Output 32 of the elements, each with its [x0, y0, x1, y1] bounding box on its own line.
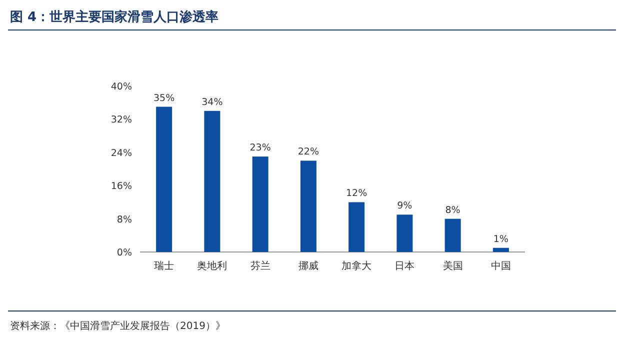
data-label: 23%: [250, 142, 271, 154]
x-tick-label: 日本: [394, 260, 415, 272]
data-label: 34%: [202, 96, 223, 108]
x-tick-label: 中国: [490, 260, 511, 272]
y-tick-label: 24%: [110, 148, 132, 159]
y-tick-label: 0%: [116, 248, 132, 258]
data-label: 9%: [397, 200, 412, 212]
bar: [204, 110, 220, 252]
x-tick-label: 挪威: [298, 260, 318, 272]
bar: [396, 214, 413, 252]
x-tick-label: 芬兰: [250, 260, 270, 272]
bar: [348, 202, 365, 252]
x-tick-label: 奥地利: [197, 260, 228, 272]
y-tick-label: 16%: [110, 181, 132, 192]
y-tick-label: 40%: [110, 82, 132, 92]
data-label: 1%: [493, 234, 508, 245]
y-tick-label: 8%: [116, 214, 132, 226]
x-tick-label: 瑞士: [154, 260, 174, 272]
data-label: 35%: [154, 92, 175, 104]
y-tick-label: 32%: [110, 114, 132, 126]
data-label: 12%: [346, 188, 368, 200]
bar: [492, 248, 509, 252]
text: 资料来源：《中国滑雪产业发展报告（2019）》: [10, 320, 226, 332]
bar: [252, 156, 268, 252]
bar: [156, 106, 172, 252]
bar: [444, 218, 461, 252]
data-label: 22%: [298, 146, 319, 158]
x-tick-label: 加拿大: [342, 260, 372, 272]
bar: [300, 160, 316, 252]
chart-title: 图 4：世界主要国家滑雪人口渗透率: [10, 9, 219, 25]
x-tick-label: 美国: [442, 260, 463, 272]
data-label: 8%: [445, 204, 460, 216]
